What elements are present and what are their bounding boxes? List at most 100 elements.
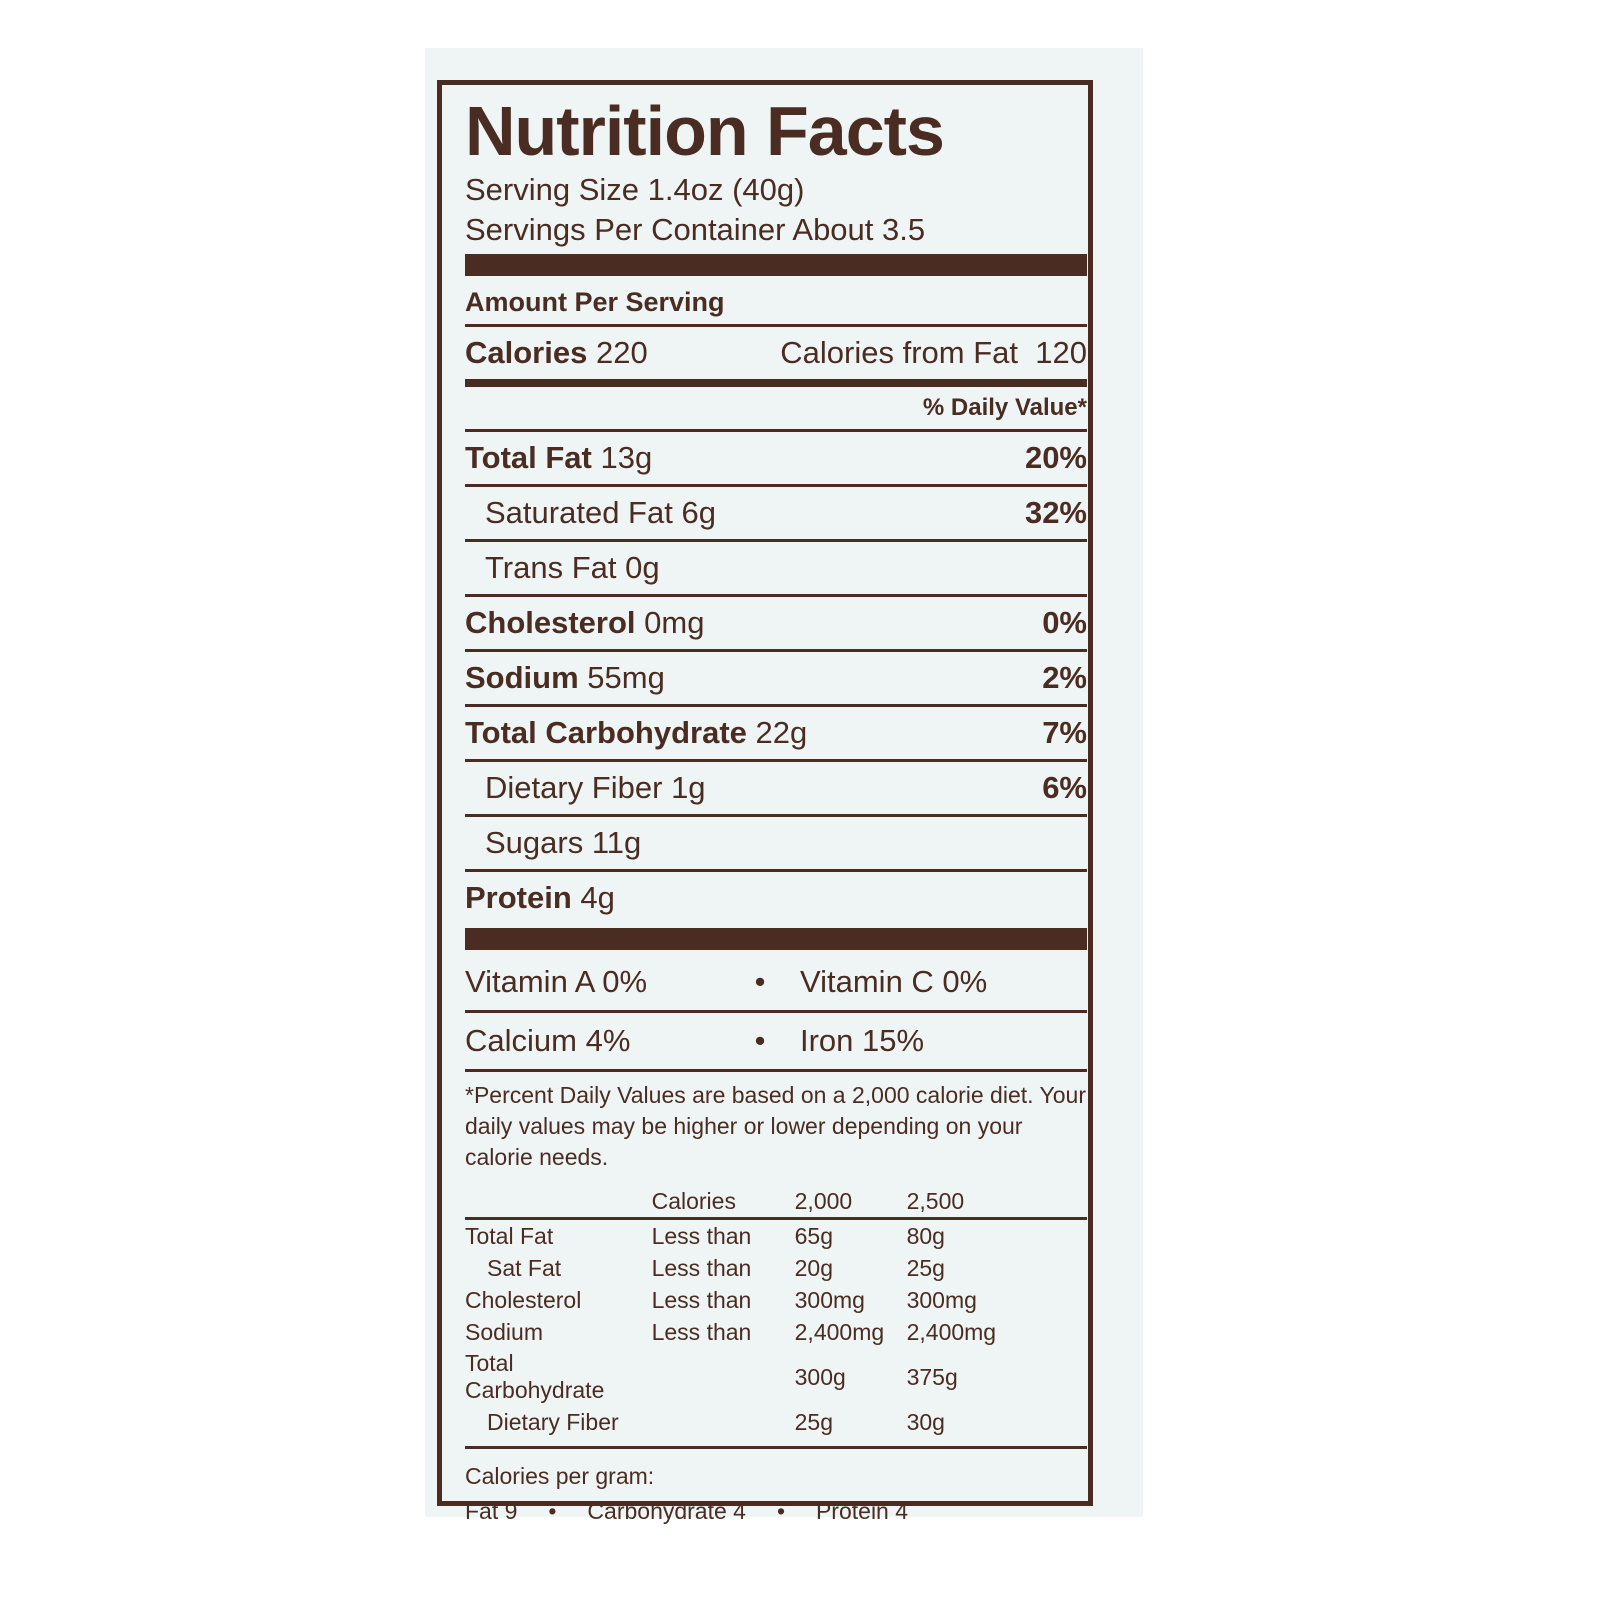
daily-value-table: Calories 2,000 2,500 Total Fat Less than 65g 8… — [465, 1185, 1087, 1438]
footnote: *Percent Daily Values are based on a 2,0… — [465, 1082, 1086, 1170]
nutrient-row: Dietary Fiber 1g 6% — [465, 759, 1087, 814]
nutrient-amount: 4g — [580, 880, 615, 915]
table-cell: 65g — [794, 1222, 834, 1249]
serving-size: Serving Size 1.4oz (40g) — [465, 172, 805, 207]
nutrition-label: Nutrition Facts Serving Size 1.4oz (40g)… — [465, 92, 1087, 1529]
table-cell: 25g — [906, 1254, 945, 1281]
bullet: • — [548, 1498, 557, 1524]
bullet: • — [754, 1023, 766, 1058]
calories-row: Calories 220 Calories from Fat 120 — [465, 327, 1087, 379]
daily-value-header: % Daily Value* — [922, 394, 1087, 421]
medium-rule — [465, 379, 1087, 387]
calories-per-gram-label: Calories per gram: — [465, 1463, 655, 1489]
nutrient-list: Total Fat 13g 20% Saturated Fat 6g 32% Trans… — [465, 429, 1087, 924]
table-row: Sat Fat Less than 20g 25g — [465, 1252, 1087, 1284]
table-cell: Less than — [651, 1318, 752, 1345]
nutrient-label: Trans Fat — [485, 550, 617, 585]
nutrient-amount: 6g — [681, 495, 716, 530]
calories-per-gram: Calories per gram: Fat 9 • Carbohydrate 4 •… — [465, 1449, 1087, 1529]
vitamin-row: Calcium 4% • Iron 15% — [465, 1013, 1087, 1072]
nutrient: Total Carbohydrate 22g — [465, 715, 807, 751]
table-cell: 300g — [794, 1363, 846, 1390]
calories-label: Calories — [465, 335, 588, 370]
nutrient-label: Total Fat — [465, 440, 592, 475]
nutrient-label: Cholesterol — [465, 605, 636, 640]
daily-value: 2% — [1042, 660, 1087, 695]
rule — [465, 1446, 1087, 1449]
table-row: Cholesterol Less than 300mg 300mg — [465, 1284, 1087, 1316]
table-cell: Dietary Fiber — [487, 1408, 619, 1435]
nutrient-amount: 0g — [625, 550, 660, 585]
nutrient-amount: 22g — [755, 715, 808, 750]
nutrient: Saturated Fat 6g — [485, 495, 716, 531]
calories-per-gram-item: Fat 9 — [465, 1498, 518, 1524]
vitamin-list: Vitamin A 0% • Vitamin C 0% Calcium 4% • Iron… — [465, 954, 1087, 1072]
table-header-row: Calories 2,000 2,500 — [465, 1185, 1087, 1219]
table-cell: Sat Fat — [487, 1254, 562, 1281]
nutrient-row: Trans Fat 0g — [465, 539, 1087, 594]
amount-per-serving: Amount Per Serving — [465, 287, 725, 317]
table-cell: Total Fat — [465, 1222, 554, 1249]
nutrient: Sugars 11g — [485, 825, 641, 861]
table-cell: Cholesterol — [465, 1286, 582, 1313]
bullet: • — [754, 964, 766, 999]
table-cell: Less than — [651, 1254, 752, 1281]
daily-value: 20% — [1024, 440, 1087, 475]
table-cell: 2,400mg — [794, 1318, 885, 1345]
calories-value: 220 — [595, 335, 648, 370]
nutrient-amount: 55mg — [587, 660, 665, 695]
nutrient-row: Sodium 55mg 2% — [465, 649, 1087, 704]
nutrient-label: Dietary Fiber — [485, 770, 663, 805]
table-row: Total Carbohydrate 300g 375g — [465, 1348, 1087, 1406]
nutrient-label: Sodium — [465, 660, 579, 695]
daily-value: 6% — [1042, 770, 1087, 805]
nutrient-row: Protein 4g — [465, 869, 1087, 924]
nutrient: Sodium 55mg — [465, 660, 665, 696]
nutrient: Protein 4g — [465, 880, 615, 916]
table-header: 2,500 — [906, 1187, 965, 1214]
nutrient: Total Fat 13g — [465, 440, 652, 476]
calories-per-gram-item: Protein 4 — [815, 1498, 909, 1524]
table-cell: 300mg — [794, 1286, 865, 1313]
nutrient-row: Total Fat 13g 20% — [465, 432, 1087, 484]
thick-rule — [465, 928, 1087, 950]
table-cell: 80g — [906, 1222, 945, 1249]
nutrient: Trans Fat 0g — [485, 550, 660, 586]
calories: Calories 220 — [465, 335, 648, 371]
nutrient: Cholesterol 0mg — [465, 605, 704, 641]
table-header: Calories — [651, 1187, 736, 1214]
table-header: 2,000 — [794, 1187, 853, 1214]
table-cell — [652, 1406, 795, 1438]
table-cell: 25g — [794, 1408, 834, 1435]
rule — [465, 324, 1087, 327]
daily-value: 32% — [1024, 495, 1087, 530]
nutrient-amount: 11g — [591, 825, 642, 860]
table-row: Dietary Fiber 25g 30g — [465, 1406, 1087, 1438]
daily-value-table-body: Calories 2,000 2,500 Total Fat Less than 65g 8… — [465, 1185, 1087, 1438]
vitamin: Vitamin C 0% — [800, 964, 988, 999]
nutrient-amount: 13g — [600, 440, 653, 475]
table-cell: Less than — [651, 1286, 752, 1313]
thick-rule — [465, 254, 1087, 276]
nutrient: Dietary Fiber 1g — [485, 770, 706, 806]
table-cell: 20g — [794, 1254, 834, 1281]
label-frame — [437, 80, 1093, 1506]
calories-from-fat-label: Calories from Fat — [780, 335, 1019, 370]
table-row: Total Fat Less than 65g 80g — [465, 1219, 1087, 1253]
calories-per-gram-item: Carbohydrate 4 — [587, 1498, 746, 1524]
nutrient-row: Total Carbohydrate 22g 7% — [465, 704, 1087, 759]
table-cell: Total Carbohydrate — [465, 1350, 605, 1403]
vitamin: Calcium 4% — [465, 1023, 631, 1058]
nutrient-label: Sugars — [485, 825, 584, 860]
daily-value: 0% — [1042, 605, 1087, 640]
table-cell — [465, 1185, 652, 1219]
package-panel — [425, 48, 1143, 1517]
vitamin: Vitamin A 0% — [465, 964, 648, 999]
vitamin-row: Vitamin A 0% • Vitamin C 0% — [465, 954, 1087, 1013]
table-cell: 30g — [906, 1408, 945, 1435]
title: Nutrition Facts — [465, 92, 945, 170]
table-cell: Less than — [651, 1222, 752, 1249]
vitamin: Iron 15% — [800, 1023, 925, 1058]
nutrient-row: Cholesterol 0mg 0% — [465, 594, 1087, 649]
